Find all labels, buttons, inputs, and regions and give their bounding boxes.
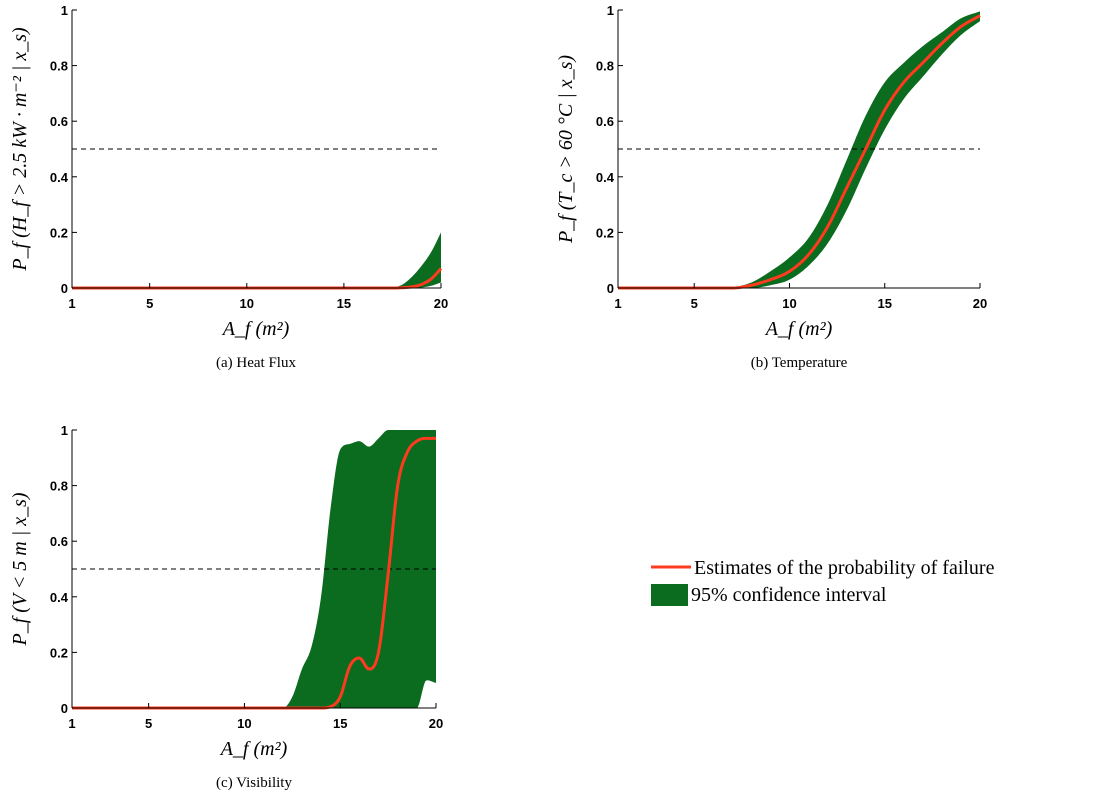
x-tick-label: 10: [240, 296, 254, 311]
y-tick-label: 1: [61, 3, 68, 18]
legend-band-label: 95% confidence interval: [691, 584, 887, 606]
confidence-band: [72, 430, 436, 708]
y-tick-label: 0.6: [50, 114, 68, 129]
confidence-band: [72, 232, 441, 288]
x-tick-label: 15: [337, 296, 351, 311]
y-tick-label: 1: [61, 423, 68, 438]
y-tick-label: 0.6: [50, 534, 68, 549]
y-axis-label: P_f (V < 5 m | x_s): [9, 492, 31, 646]
y-tick-label: 0.2: [50, 225, 68, 240]
x-axis-label: A_f (m²): [221, 318, 290, 340]
x-tick-label: 1: [614, 296, 621, 311]
x-tick-label: 5: [145, 716, 152, 731]
y-tick-label: 0.2: [596, 225, 614, 240]
confidence-band: [618, 11, 980, 288]
x-tick-label: 20: [973, 296, 987, 311]
y-tick-label: 0: [61, 701, 68, 716]
panel-caption: (a) Heat Flux: [216, 355, 296, 371]
x-axis-label: A_f (m²): [219, 738, 288, 760]
legend: Estimates of the probability of failure …: [651, 557, 995, 606]
x-tick-label: 15: [878, 296, 892, 311]
legend-band-swatch: [651, 584, 688, 606]
y-tick-label: 1: [607, 3, 614, 18]
x-tick-label: 10: [237, 716, 251, 731]
y-tick-label: 0: [61, 281, 68, 296]
y-axis-label: P_f (H_f > 2.5 kW · m⁻² | x_s): [9, 27, 31, 272]
y-tick-label: 0.8: [596, 59, 614, 74]
legend-line-label: Estimates of the probability of failure: [694, 557, 995, 579]
y-tick-label: 0.8: [50, 59, 68, 74]
y-tick-label: 0.2: [50, 645, 68, 660]
estimate-line: [72, 267, 443, 290]
y-tick-label: 0.4: [596, 170, 615, 185]
x-tick-label: 15: [333, 716, 347, 731]
y-tick-label: 0.4: [50, 590, 69, 605]
panel-caption: (b) Temperature: [751, 355, 848, 371]
panel-caption: (c) Visibility: [216, 775, 292, 791]
x-tick-label: 1: [68, 296, 75, 311]
x-tick-label: 1: [68, 716, 75, 731]
y-axis-label: P_f (T_c > 60 °C | x_s): [555, 55, 577, 244]
x-tick-label: 10: [782, 296, 796, 311]
y-tick-label: 0.4: [50, 170, 69, 185]
y-tick-label: 0.6: [596, 114, 614, 129]
x-tick-label: 20: [434, 296, 448, 311]
x-tick-label: 5: [691, 296, 698, 311]
y-tick-label: 0: [607, 281, 614, 296]
x-tick-label: 5: [146, 296, 153, 311]
x-tick-label: 20: [429, 716, 443, 731]
x-axis-label: A_f (m²): [764, 318, 833, 340]
y-tick-label: 0.8: [50, 479, 68, 494]
